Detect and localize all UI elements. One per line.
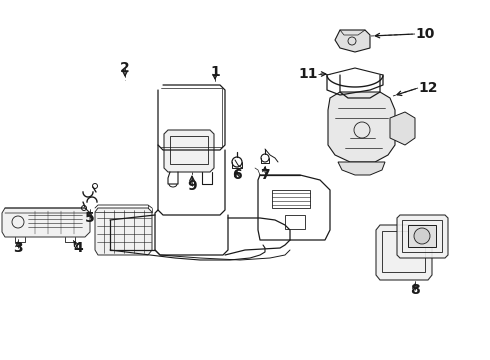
Polygon shape <box>376 225 432 280</box>
Text: 6: 6 <box>232 168 242 182</box>
Text: 7: 7 <box>260 168 270 182</box>
Bar <box>408 225 436 247</box>
Polygon shape <box>164 130 214 172</box>
Polygon shape <box>2 208 90 237</box>
Bar <box>272 190 310 208</box>
Text: 8: 8 <box>410 283 420 297</box>
Polygon shape <box>95 208 152 255</box>
Text: 3: 3 <box>13 241 23 255</box>
Polygon shape <box>338 162 385 175</box>
Circle shape <box>414 228 430 244</box>
Text: 9: 9 <box>187 179 197 193</box>
Text: 1: 1 <box>210 65 220 79</box>
Text: 11: 11 <box>298 67 318 81</box>
Polygon shape <box>390 112 415 145</box>
Bar <box>285 215 305 229</box>
Text: 10: 10 <box>415 27 434 41</box>
Bar <box>402 220 442 252</box>
Bar <box>382 231 425 272</box>
Text: 5: 5 <box>85 211 95 225</box>
Text: 4: 4 <box>73 241 83 255</box>
Bar <box>170 136 208 164</box>
Text: 12: 12 <box>418 81 438 95</box>
Polygon shape <box>335 30 370 52</box>
Polygon shape <box>328 92 395 162</box>
Polygon shape <box>397 215 448 258</box>
Text: 2: 2 <box>120 61 130 75</box>
